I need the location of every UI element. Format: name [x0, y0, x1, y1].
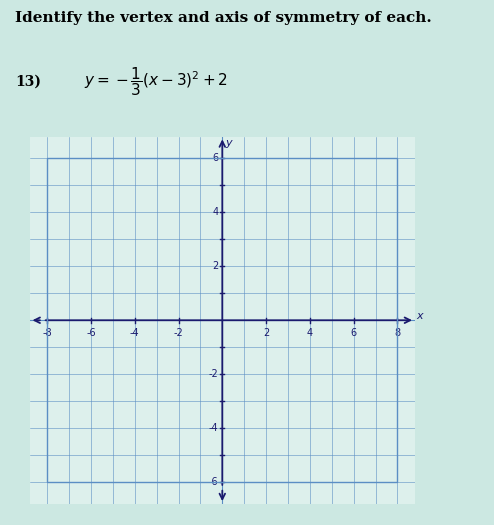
Text: Identify the vertex and axis of symmetry of each.: Identify the vertex and axis of symmetry…: [15, 11, 432, 25]
Bar: [47, 158, 398, 482]
Text: -8: -8: [42, 328, 52, 338]
Text: y: y: [226, 138, 232, 148]
Text: 2: 2: [263, 328, 269, 338]
Text: -6: -6: [209, 477, 218, 487]
Text: 4: 4: [307, 328, 313, 338]
Text: 8: 8: [394, 328, 401, 338]
Text: $y = -\dfrac{1}{3}(x-3)^2 + 2$: $y = -\dfrac{1}{3}(x-3)^2 + 2$: [84, 66, 228, 98]
Text: -2: -2: [173, 328, 183, 338]
Text: 6: 6: [351, 328, 357, 338]
Text: -2: -2: [208, 369, 218, 379]
Text: 4: 4: [212, 207, 218, 217]
Text: 6: 6: [212, 153, 218, 163]
Text: -4: -4: [209, 423, 218, 433]
Text: -6: -6: [86, 328, 96, 338]
Text: x: x: [416, 311, 423, 321]
Text: 2: 2: [212, 261, 218, 271]
Text: 13): 13): [15, 75, 41, 89]
Text: -4: -4: [130, 328, 139, 338]
